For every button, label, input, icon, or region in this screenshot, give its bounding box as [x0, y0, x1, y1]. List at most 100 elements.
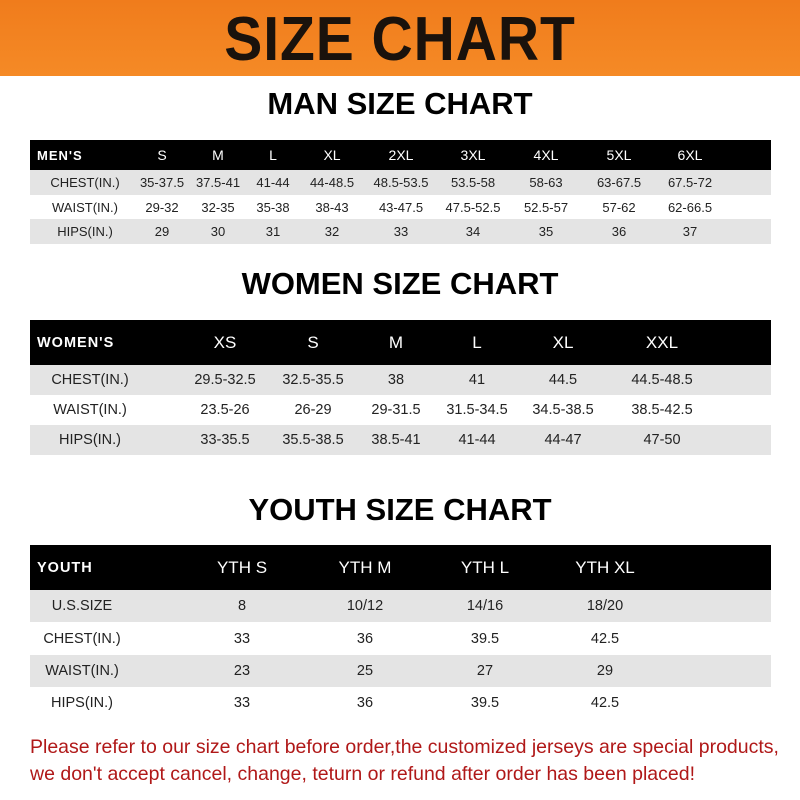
size-value: 62-66.5 [667, 199, 713, 215]
size-value: 41-44 [458, 432, 496, 448]
size-header: XL [552, 332, 574, 352]
size-value: 30 [210, 224, 226, 239]
size-value: 44.5-48.5 [631, 372, 693, 388]
table-row: WAIST(IN.) 23.5-26 26-29 29-31.5 31.5-34.5 34… [30, 395, 771, 425]
row-label: HIPS(IN.) [50, 694, 114, 711]
table-heading: MEN'S [37, 147, 83, 163]
youth-title: YOUTH SIZE CHART [248, 492, 552, 527]
table-row: U.S.SIZE 8 10/12 14/16 18/20 [30, 590, 771, 622]
size-value: 31.5-34.5 [446, 402, 508, 418]
youth-size-table: YOUTH YTH S YTH M YTH L YTH XL U.S.SIZE 8 10/12… [30, 545, 771, 718]
size-value: 8 [237, 598, 247, 614]
size-header: 4XL [533, 147, 559, 163]
size-value: 35.5-38.5 [282, 432, 344, 448]
size-value: 42.5 [590, 630, 620, 647]
size-value: 37.5-41 [195, 175, 241, 190]
size-value: 38-43 [315, 199, 349, 215]
banner: SIZE CHART [0, 0, 800, 76]
size-value: 25 [356, 663, 374, 679]
row-label: WAIST(IN.) [52, 199, 118, 215]
size-value: 33 [233, 694, 251, 711]
size-header: YTH L [460, 557, 510, 577]
size-header: YTH XL [575, 557, 635, 577]
size-header: XXL [645, 332, 679, 352]
size-value: 29 [154, 224, 170, 239]
size-header: M [388, 332, 404, 352]
size-value: 48.5-53.5 [373, 175, 429, 190]
row-label: U.S.SIZE [51, 598, 113, 614]
table-row: CHEST(IN.) 33 36 39.5 42.5 [30, 622, 771, 655]
size-value: 23 [233, 663, 251, 679]
size-header: YTH M [338, 557, 392, 577]
size-value: 41-44 [256, 175, 290, 190]
size-header: 5XL [606, 147, 632, 163]
size-header: L [269, 147, 277, 163]
table-row: HIPS(IN.) 33 36 39.5 42.5 [30, 687, 771, 718]
size-value: 33-35.5 [200, 432, 250, 448]
size-value: 14/16 [466, 598, 504, 614]
size-header: S [307, 332, 319, 352]
size-value: 33 [233, 630, 251, 647]
women-title: WOMEN SIZE CHART [241, 266, 559, 301]
size-value: 67.5-72 [667, 175, 713, 190]
row-label: CHEST(IN.) [50, 175, 120, 190]
size-value: 53.5-58 [450, 175, 496, 190]
size-value: 39.5 [470, 694, 500, 711]
size-value: 34.5-38.5 [532, 402, 594, 418]
notice-line-1: Please refer to our size chart before or… [30, 736, 779, 758]
row-label: CHEST(IN.) [43, 630, 121, 647]
size-header: YTH S [216, 557, 268, 577]
size-value: 35 [538, 224, 554, 239]
row-label: HIPS(IN.) [58, 432, 122, 448]
size-value: 44-47 [544, 432, 582, 448]
size-value: 57-62 [602, 199, 636, 215]
size-header: XL [323, 147, 341, 163]
size-value: 47.5-52.5 [445, 199, 501, 215]
size-value: 41 [468, 372, 486, 388]
size-value: 36 [356, 630, 374, 647]
size-value: 32.5-35.5 [282, 372, 344, 388]
size-value: 10/12 [346, 598, 384, 614]
table-header-row: WOMEN'S XS S M L XL XXL [30, 320, 771, 365]
size-value: 42.5 [590, 694, 620, 711]
size-value: 36 [611, 224, 627, 239]
women-size-table: WOMEN'S XS S M L XL XXL CHEST(IN.) 29.5-32.5 32.5… [30, 320, 771, 455]
size-value: 32-35 [201, 199, 235, 215]
row-label: CHEST(IN.) [51, 372, 129, 388]
size-value: 26-29 [294, 402, 332, 418]
size-header: M [212, 147, 224, 163]
table-row: HIPS(IN.) 29 30 31 32 33 34 35 36 37 [30, 219, 771, 244]
size-value: 29-31.5 [371, 402, 421, 418]
size-value: 31 [265, 224, 281, 239]
size-value: 35-38 [256, 199, 290, 215]
size-value: 47-50 [643, 432, 681, 448]
table-row: CHEST(IN.) 29.5-32.5 32.5-35.5 38 41 44.5 44.5… [30, 365, 771, 395]
notice-line-2: we don't accept cancel, change, teturn o… [30, 763, 695, 785]
row-label: HIPS(IN.) [57, 224, 113, 239]
size-value: 32 [324, 224, 340, 239]
table-row: HIPS(IN.) 33-35.5 35.5-38.5 38.5-41 41-44 44-… [30, 425, 771, 455]
size-value: 44.5 [548, 372, 578, 388]
table-row: WAIST(IN.) 29-32 32-35 35-38 38-43 43-47.5 47.… [30, 195, 771, 219]
table-header-row: YOUTH YTH S YTH M YTH L YTH XL [30, 545, 771, 590]
size-value: 29-32 [145, 199, 179, 215]
size-header: S [157, 147, 167, 163]
main-title: SIZE CHART [224, 5, 576, 74]
table-heading: WOMEN'S [37, 334, 115, 351]
size-value: 29 [596, 663, 614, 679]
size-header: XS [213, 332, 237, 352]
row-label: WAIST(IN.) [53, 402, 127, 418]
size-value: 36 [356, 694, 374, 711]
size-header: 6XL [677, 147, 703, 163]
size-value: 38.5-42.5 [631, 402, 693, 418]
size-value: 44-48.5 [309, 175, 355, 190]
size-value: 38.5-41 [371, 432, 421, 448]
size-value: 23.5-26 [200, 402, 250, 418]
size-value: 58-63 [529, 175, 563, 190]
size-value: 29.5-32.5 [194, 372, 256, 388]
table-header-row: MEN'S S M L XL 2XL 3XL 4XL 5XL 6XL [30, 140, 771, 170]
men-size-table: MEN'S S M L XL 2XL 3XL 4XL 5XL 6XL CHEST(IN.) 35-37… [30, 140, 771, 244]
table-row: CHEST(IN.) 35-37.5 37.5-41 41-44 44-48.5 48.5… [30, 170, 771, 195]
size-value: 39.5 [470, 630, 500, 647]
row-label: WAIST(IN.) [45, 663, 119, 679]
